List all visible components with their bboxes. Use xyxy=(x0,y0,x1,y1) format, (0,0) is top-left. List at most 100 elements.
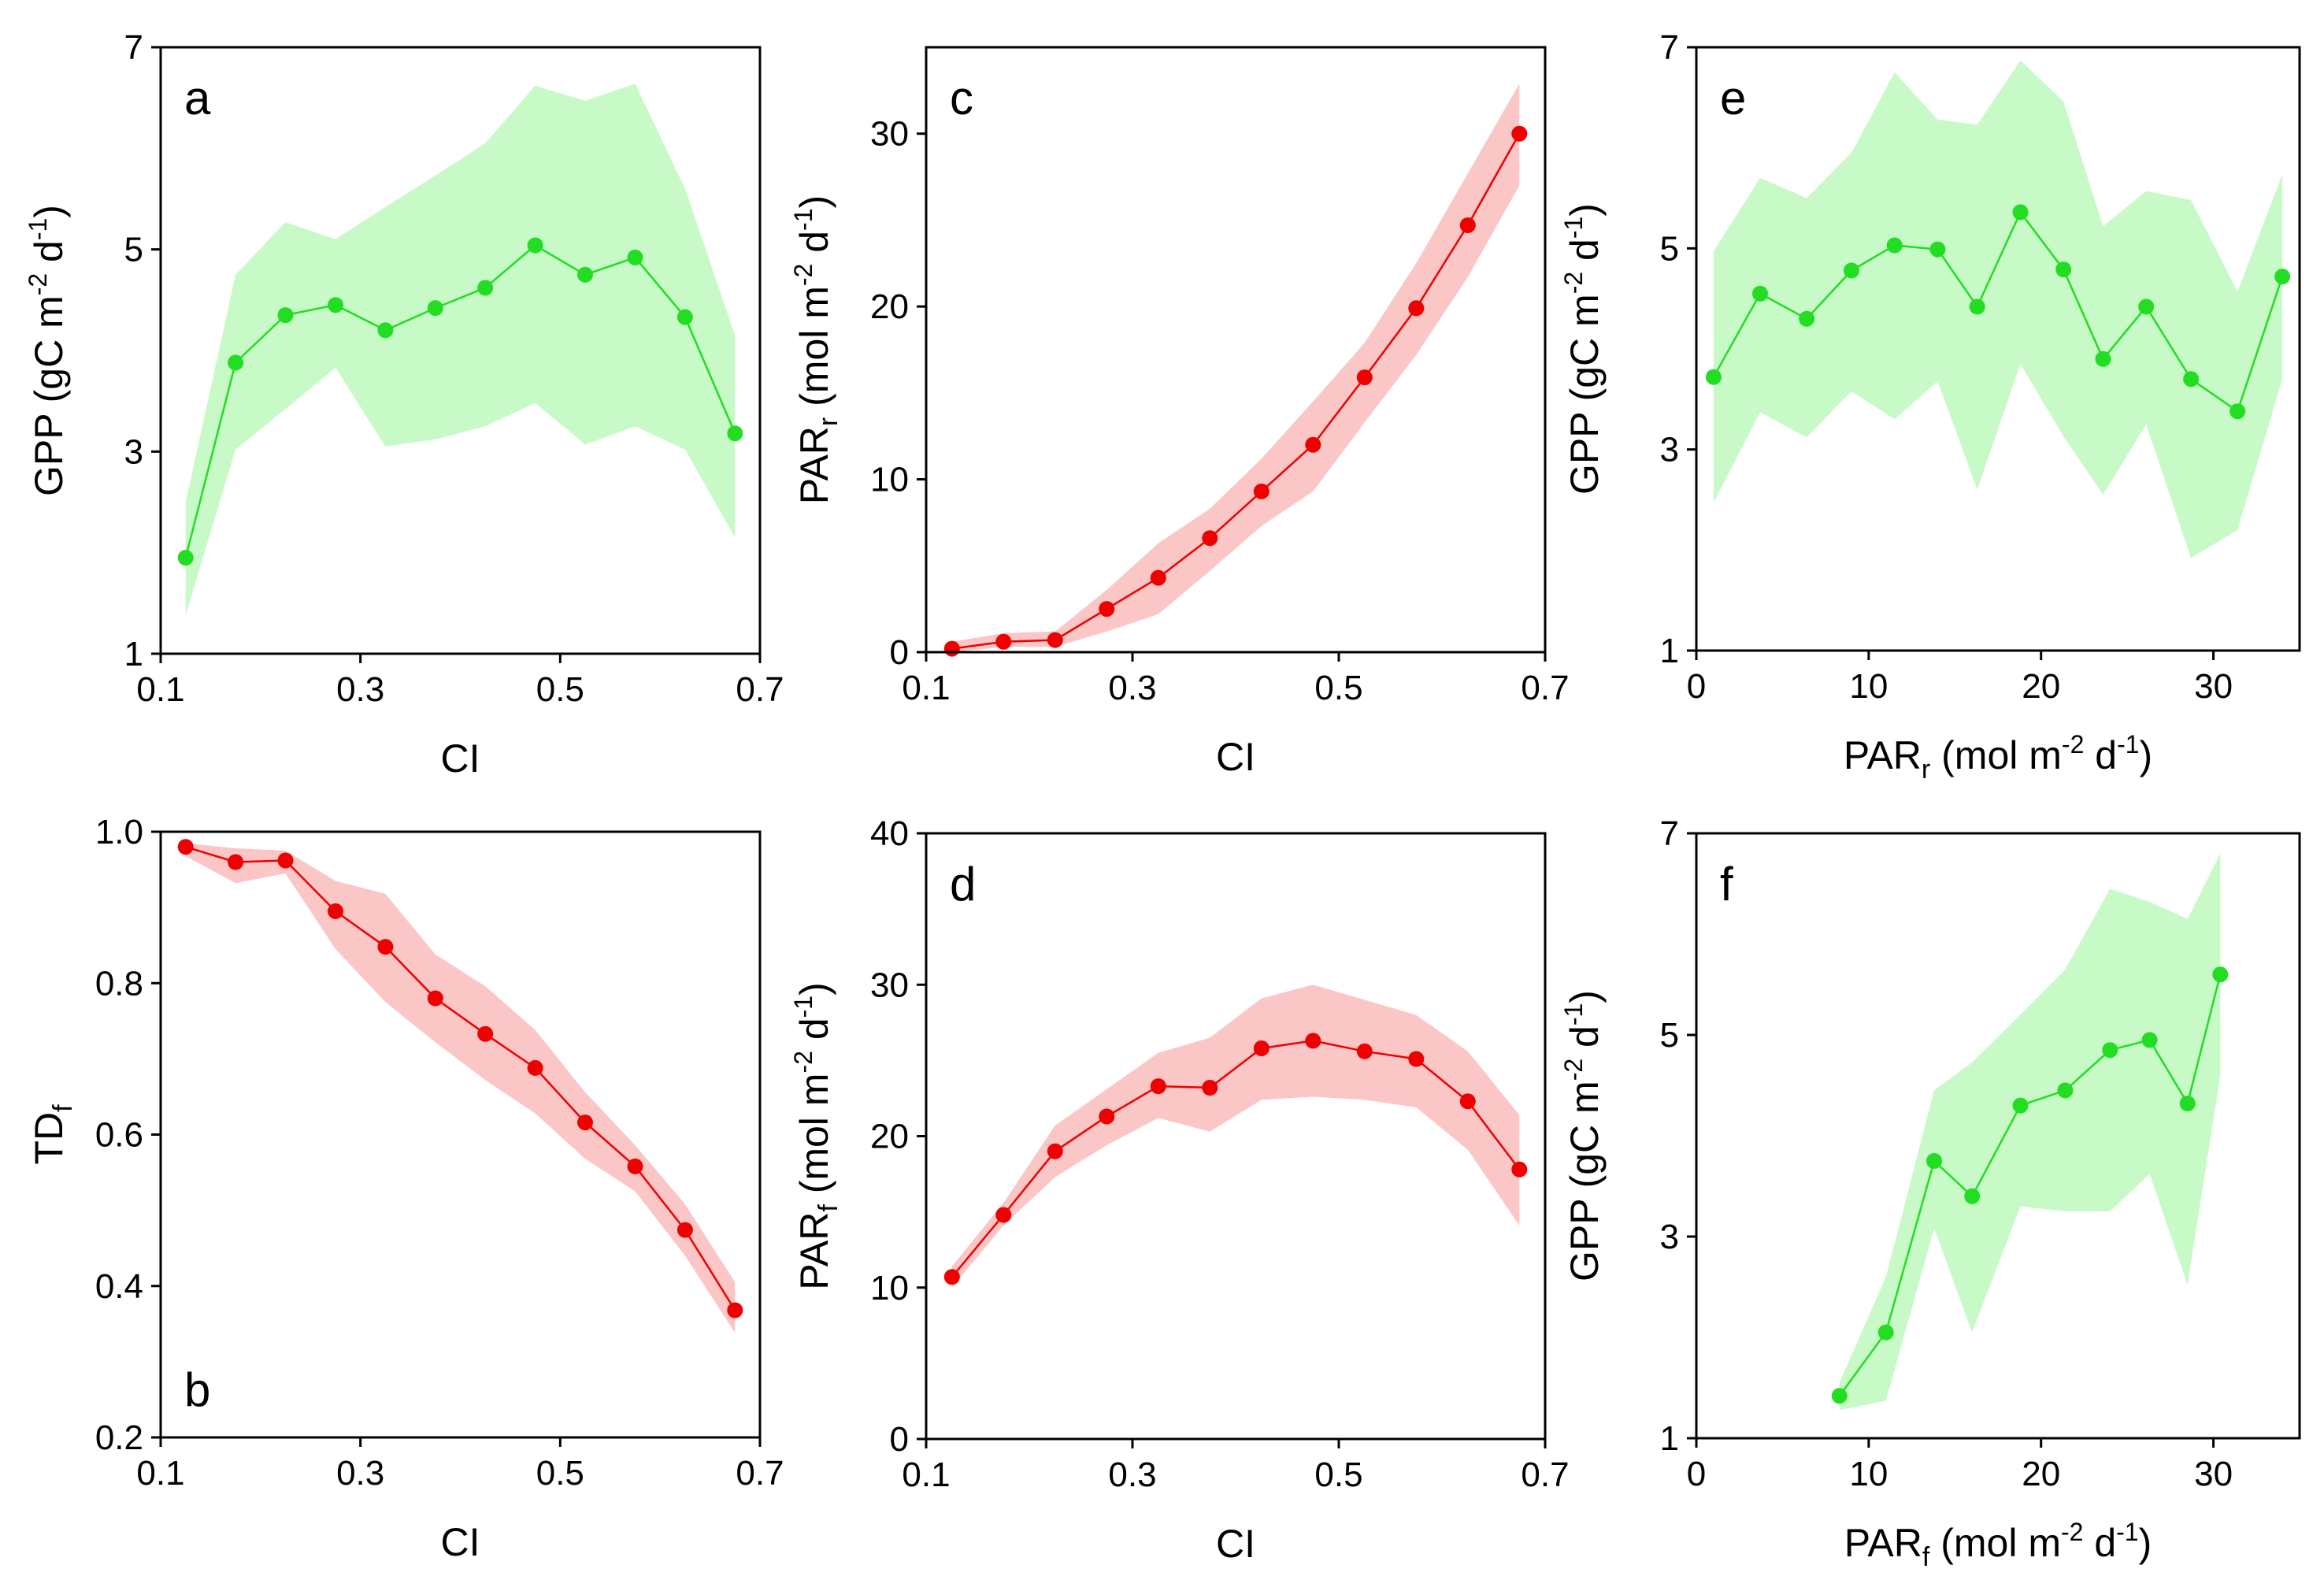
x-axis-label: CI xyxy=(441,736,480,781)
label-main: GPP xyxy=(1562,1199,1607,1281)
x-tick-label: 30 xyxy=(2194,1455,2233,1493)
data-point xyxy=(477,280,494,296)
data-point xyxy=(177,839,194,855)
series-line xyxy=(1712,210,2284,414)
uncertainty-band xyxy=(185,843,736,1333)
data-point xyxy=(577,1114,593,1131)
series-line xyxy=(184,243,736,558)
label-unit-superscript: -2 xyxy=(789,1051,817,1073)
y-tick-label: 1 xyxy=(1660,1419,1679,1458)
data-point xyxy=(1253,1040,1269,1056)
label-subscript: f xyxy=(814,1204,843,1212)
data-point xyxy=(995,1207,1012,1223)
data-point xyxy=(943,1269,960,1285)
y-tick-label: 5 xyxy=(1660,1016,1679,1055)
uncertainty-band xyxy=(1713,60,2283,558)
label-unit-text: (gC m xyxy=(27,295,71,414)
label-unit-text: ) xyxy=(1562,203,1607,217)
label-main: GPP xyxy=(1562,412,1607,495)
data-point xyxy=(527,237,543,254)
x-axis-label: CI xyxy=(1216,735,1255,779)
data-point xyxy=(1099,1108,1115,1125)
data-point xyxy=(1511,125,1528,142)
label-main: CI xyxy=(1216,1522,1255,1566)
label-unit-text: (gC m xyxy=(1562,294,1607,412)
data-point xyxy=(676,1222,693,1238)
data-point xyxy=(1047,632,1063,648)
x-tick-label: 0.1 xyxy=(902,1456,950,1494)
label-subscript: r xyxy=(814,417,843,426)
label-unit-text: (mol m xyxy=(792,286,836,417)
label-unit-text: ) xyxy=(792,195,836,209)
data-point xyxy=(2138,299,2155,315)
data-point xyxy=(1099,601,1115,617)
data-point xyxy=(2179,1096,2196,1111)
plot-frame xyxy=(925,46,1547,654)
label-unit-superscript: -1 xyxy=(2117,730,2139,758)
x-axis-label: CI xyxy=(1216,1522,1255,1566)
data-point xyxy=(1877,1324,1894,1341)
y-tick-label: 20 xyxy=(870,1118,909,1156)
label-unit-superscript: -1 xyxy=(1559,1003,1588,1025)
label-unit-text: (mol m xyxy=(1930,733,2062,777)
label-main: PAR xyxy=(1844,733,1922,777)
data-point xyxy=(2095,350,2111,367)
data-point xyxy=(943,640,960,657)
label-unit-text: d xyxy=(1562,239,1607,272)
y-tick-label: 20 xyxy=(870,287,909,326)
data-point xyxy=(1305,436,1321,453)
x-tick-label: 0 xyxy=(1687,1455,1706,1493)
y-tick-label: 30 xyxy=(870,115,909,154)
data-point xyxy=(477,1025,494,1042)
x-tick-label: 0.7 xyxy=(1521,1456,1569,1494)
data-point xyxy=(1886,237,1903,254)
label-unit-superscript: -1 xyxy=(2116,1518,2138,1546)
label-unit-text: d xyxy=(2084,733,2117,777)
uncertainty-band xyxy=(951,83,1520,653)
data-point xyxy=(627,1158,643,1174)
data-point xyxy=(676,309,693,325)
data-point xyxy=(1253,483,1269,499)
data-point xyxy=(1511,1161,1528,1177)
y-tick-label: 30 xyxy=(870,966,909,1004)
label-unit-text: (mol m xyxy=(792,1074,836,1205)
x-tick-label: 20 xyxy=(2022,1455,2060,1493)
panel-b: 0.1 0.3 0.5 0.7 0.2 0.4 0.6 0.8 1.0 CI TDf b xyxy=(27,813,784,1564)
label-unit-superscript: -1 xyxy=(789,996,817,1018)
plot-frame xyxy=(159,46,762,655)
plot-frame xyxy=(1695,832,2301,1440)
y-tick-label: 3 xyxy=(1660,1218,1679,1256)
label-unit-text: (mol m xyxy=(1929,1521,2061,1565)
data-point xyxy=(2229,403,2246,420)
label-unit-text: ) xyxy=(2140,733,2153,777)
y-axis-label: PARr (mol m-2 d-1) xyxy=(789,195,843,504)
label-unit-text: (gC m xyxy=(1562,1081,1607,1199)
y-axis-label: GPP (gC m-2 d-1) xyxy=(24,205,71,496)
x-tick-label: 0.3 xyxy=(1108,669,1156,707)
data-point xyxy=(1844,262,1859,279)
label-unit-text: ) xyxy=(1562,990,1607,1003)
series-line xyxy=(1838,974,2222,1396)
label-unit-text: ) xyxy=(792,982,836,996)
uncertainty-band xyxy=(185,83,736,616)
x-tick-label: 0.5 xyxy=(536,670,584,709)
data-point xyxy=(727,1302,743,1318)
data-point xyxy=(2057,1082,2074,1099)
label-unit-text: d xyxy=(1562,1025,1607,1059)
data-point xyxy=(1408,1051,1425,1067)
data-point xyxy=(727,425,743,442)
label-main: CI xyxy=(441,1520,480,1564)
label-unit-text: d xyxy=(2083,1521,2116,1565)
data-point xyxy=(1964,1188,1981,1204)
panel-letter: c xyxy=(950,72,973,124)
data-point xyxy=(995,633,1012,650)
x-tick-label: 0.3 xyxy=(336,1454,384,1493)
x-tick-label: 0.7 xyxy=(736,1454,784,1493)
label-unit-superscript: -2 xyxy=(24,273,52,295)
label-main: CI xyxy=(1216,735,1255,779)
y-tick-label: 7 xyxy=(1660,814,1679,853)
y-tick-label: 7 xyxy=(124,28,143,67)
data-point xyxy=(1150,1078,1166,1095)
